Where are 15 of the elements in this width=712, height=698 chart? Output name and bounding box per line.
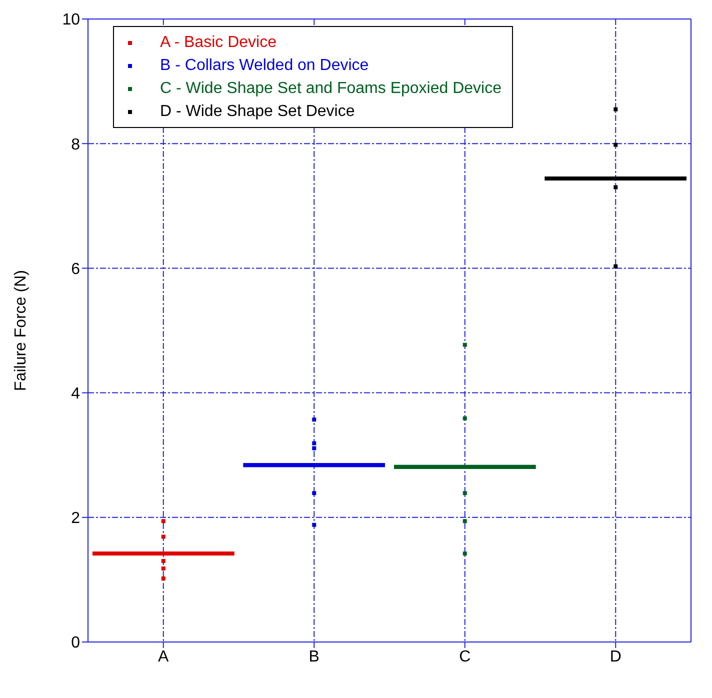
legend-label: D - Wide Shape Set Device [160, 102, 355, 122]
x-tick-label: A [158, 648, 170, 666]
y-tick-label: 6 [71, 260, 80, 278]
y-tick-label: 0 [71, 634, 80, 652]
y-tick-label: 4 [71, 385, 80, 402]
y-tick-label: 10 [62, 12, 80, 29]
x-tick-label: C [459, 648, 471, 666]
legend-label: C - Wide Shape Set and Foams Epoxied Device [160, 79, 502, 99]
y-tick-label: 2 [71, 510, 80, 528]
y-axis-title: Failure Force (N) [12, 270, 30, 391]
y-tick-label: 8 [71, 136, 80, 154]
legend-label: B - Collars Welded on Device [160, 56, 369, 76]
legend-label: A - Basic Device [160, 33, 276, 53]
x-tick-label: B [308, 648, 320, 666]
x-tick-label: D [610, 648, 622, 666]
